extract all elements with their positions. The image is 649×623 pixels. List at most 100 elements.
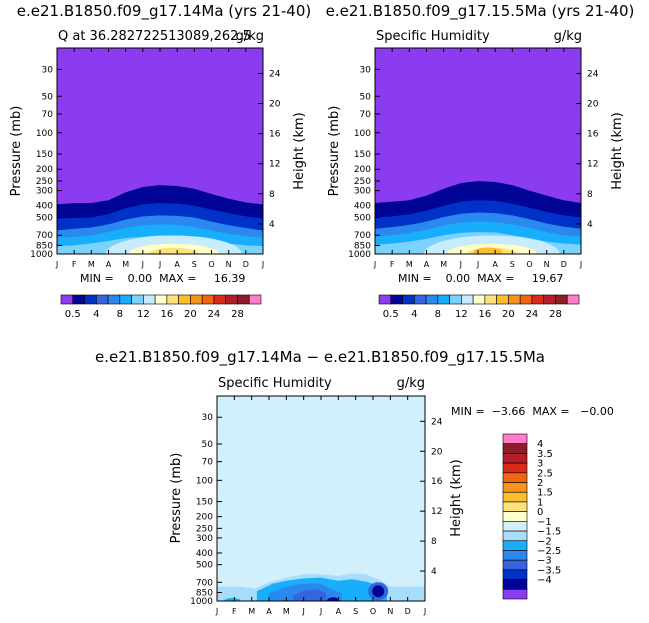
colorbar-swatch	[502, 579, 528, 590]
y-tick-label: 30	[360, 65, 372, 75]
y-tick-label: 700	[36, 231, 53, 241]
colorbar-tick-label: 0.5	[383, 309, 399, 320]
x-tick-label: D	[243, 260, 249, 269]
panel1-minmax: MIN = 0.00 MAX = 16.39	[80, 272, 245, 285]
panel2-colorbar: 0.5 4 8 12 16 20 24 28	[378, 294, 580, 320]
x-tick-label: J	[459, 260, 462, 269]
y2-tick-label: 16	[587, 130, 599, 140]
colorbar-tick-label: 1	[537, 497, 543, 508]
colorbar-swatch	[502, 588, 528, 600]
panel3-colorbar: 43.532.521.510−1−1.5−2−2.5−3−3.5−4	[502, 433, 561, 600]
diff-blob-jan	[224, 597, 241, 601]
panel1-subtitle: Q at 36.282722513089,262.5	[58, 29, 251, 44]
y-tick-label: 850	[354, 241, 371, 251]
x-tick-label: J	[141, 260, 144, 269]
y-tick-label: 200	[196, 513, 213, 523]
colorbar-swatch	[502, 511, 528, 522]
x-tick-label: A	[174, 260, 180, 269]
panel2-ylabel: Pressure (mb)	[327, 106, 342, 197]
y2-tick-label: 4	[269, 220, 275, 230]
colorbar-swatch	[531, 294, 545, 305]
colorbar-swatch	[502, 521, 528, 532]
x-tick-label: J	[261, 260, 264, 269]
y-tick-label: 400	[36, 202, 53, 212]
x-tick-label: O	[526, 260, 532, 269]
colorbar-tick-label: 0.5	[65, 309, 81, 320]
colorbar-swatch	[502, 501, 528, 512]
y-tick-label: 500	[354, 214, 371, 224]
y2-tick-label: 16	[431, 477, 443, 487]
colorbar-swatch	[119, 294, 132, 305]
colorbar-swatch	[502, 550, 528, 561]
colorbar-tick-label: 16	[479, 309, 492, 320]
x-tick-label: N	[544, 260, 550, 269]
colorbar-swatch	[60, 294, 74, 305]
y2-tick-label: 8	[587, 190, 593, 200]
y-tick-label: 200	[354, 165, 371, 175]
colorbar-swatch	[449, 294, 462, 305]
colorbar-swatch	[178, 294, 191, 305]
colorbar-tick-label: 24	[208, 309, 221, 320]
y-tick-label: 150	[36, 150, 53, 160]
colorbar-tick-label: −1	[537, 517, 552, 528]
y-tick-label: 300	[196, 534, 213, 544]
colorbar-tick-label: 1.5	[537, 488, 553, 499]
colorbar-swatch	[502, 472, 528, 483]
panel2-minmax: MIN = 0.00 MAX = 19.67	[398, 272, 563, 285]
x-tick-label: J	[55, 260, 58, 269]
panel3-units: g/kg	[397, 376, 425, 391]
x-tick-label: A	[336, 607, 342, 616]
panel1-colorbar: 0.5 4 8 12 16 20 24 28	[60, 294, 262, 320]
panel2-units: g/kg	[554, 29, 582, 44]
colorbar-swatch	[437, 294, 450, 305]
colorbar-tick-label: 2.5	[537, 468, 553, 479]
y-tick-label: 1000	[30, 250, 53, 260]
colorbar-swatch	[95, 294, 109, 305]
x-tick-label: S	[510, 260, 515, 269]
x-tick-label: M	[122, 260, 129, 269]
x-tick-label: J	[579, 260, 582, 269]
y-tick-label: 100	[354, 129, 371, 139]
x-tick-label: J	[423, 607, 426, 616]
x-tick-label: M	[283, 607, 290, 616]
colorbar-tick-label: −2	[537, 536, 552, 547]
y2-tick-label: 16	[269, 130, 281, 140]
x-tick-label: J	[373, 260, 376, 269]
panel1-units: g/kg	[236, 29, 264, 44]
diff-fill-2	[293, 589, 327, 601]
x-tick-label: F	[72, 260, 77, 269]
x-tick-label: M	[248, 607, 255, 616]
colorbar-tick-label: 24	[526, 309, 539, 320]
x-tick-label: N	[226, 260, 232, 269]
colorbar-tick-label: −4	[537, 575, 552, 586]
colorbar-swatch	[213, 294, 227, 305]
y2-tick-label: 20	[431, 447, 443, 457]
y-tick-label: 250	[354, 177, 371, 187]
x-tick-label: J	[215, 607, 218, 616]
x-tick-label: O	[208, 260, 214, 269]
colorbar-swatch	[496, 294, 509, 305]
x-tick-label: F	[390, 260, 395, 269]
colorbar-swatch	[502, 482, 528, 493]
x-tick-label: D	[405, 607, 411, 616]
panel2-title: e.e21.B1850.f09_g17.15.5Ma (yrs 21-40)	[326, 2, 635, 21]
y-tick-label: 700	[354, 231, 371, 241]
x-tick-label: M	[88, 260, 95, 269]
y2-tick-label: 24	[587, 69, 599, 79]
colorbar-tick-label: 4	[537, 439, 543, 450]
diff-blob-o2	[372, 585, 385, 598]
colorbar-swatch	[378, 294, 392, 305]
colorbar-tick-label: 20	[502, 309, 515, 320]
colorbar-swatch	[502, 569, 528, 580]
y-tick-label: 70	[42, 110, 54, 120]
y2-tick-label: 12	[431, 507, 442, 517]
y-tick-label: 300	[36, 187, 53, 197]
y2-tick-label: 12	[587, 160, 598, 170]
colorbar-swatch	[413, 294, 427, 305]
colorbar-tick-label: −3.5	[537, 565, 561, 576]
panel3-contours	[217, 396, 425, 601]
contour-fill-c16	[149, 247, 199, 254]
x-tick-label: J	[476, 260, 479, 269]
